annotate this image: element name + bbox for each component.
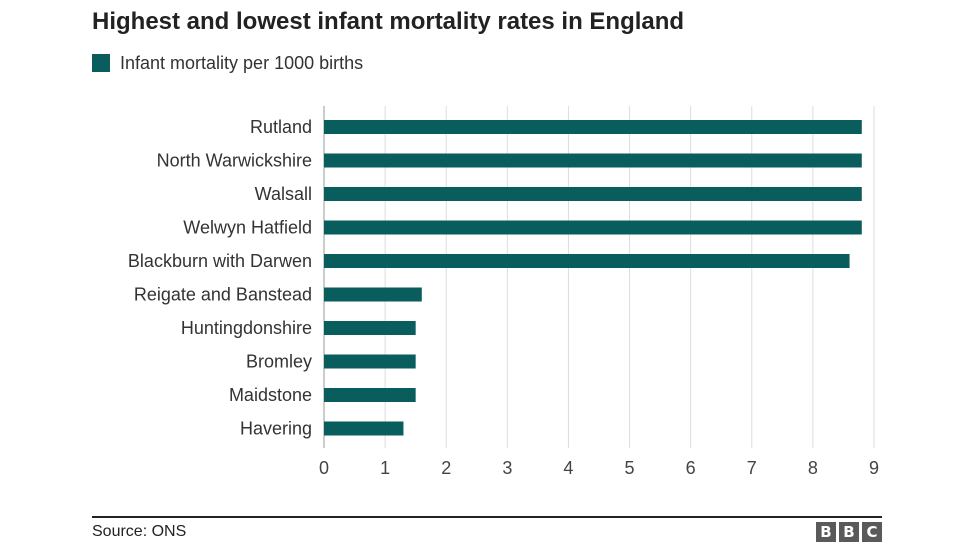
bar — [324, 187, 862, 201]
legend-label: Infant mortality per 1000 births — [120, 52, 364, 73]
x-tick-label: 1 — [380, 458, 390, 478]
x-tick-label: 6 — [686, 458, 696, 478]
footer-divider — [92, 516, 882, 518]
bar — [324, 321, 416, 335]
category-label: Maidstone — [229, 385, 312, 405]
logo-letter: C — [862, 522, 882, 542]
bbc-logo: B B C — [816, 522, 882, 542]
x-tick-label: 8 — [808, 458, 818, 478]
logo-letter: B — [816, 522, 836, 542]
bar — [324, 153, 862, 168]
x-tick-label: 3 — [502, 458, 512, 478]
logo-letter: B — [839, 522, 859, 542]
x-tick-label: 0 — [319, 458, 329, 478]
bar — [324, 287, 422, 302]
legend-swatch — [92, 54, 110, 72]
x-tick-label: 9 — [869, 458, 879, 478]
bar — [324, 354, 416, 369]
category-label: Blackburn with Darwen — [128, 251, 312, 271]
bar — [324, 254, 850, 268]
x-tick-label: 7 — [747, 458, 757, 478]
legend: Infant mortality per 1000 births — [92, 52, 363, 74]
category-label: Bromley — [246, 352, 312, 372]
bar — [324, 120, 862, 134]
category-label: Havering — [240, 419, 312, 439]
bar — [324, 388, 416, 402]
category-label: Reigate and Banstead — [134, 285, 312, 305]
bar — [324, 220, 862, 235]
source-note: Source: ONS — [92, 523, 187, 540]
chart-title: Highest and lowest infant mortality rate… — [92, 8, 685, 35]
category-label: Welwyn Hatfield — [183, 218, 312, 238]
category-label: Huntingdonshire — [181, 318, 312, 338]
x-tick-label: 5 — [625, 458, 635, 478]
x-tick-label: 4 — [563, 458, 573, 478]
bar — [324, 421, 404, 436]
x-tick-label: 2 — [441, 458, 451, 478]
category-label: Rutland — [250, 117, 312, 137]
category-label: North Warwickshire — [157, 151, 312, 171]
category-label: Walsall — [255, 184, 312, 204]
